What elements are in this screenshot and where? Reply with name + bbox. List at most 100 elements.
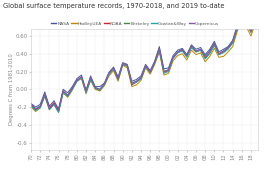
NASA bbox=[48, 105, 51, 107]
HadleyUEA bbox=[89, 79, 92, 81]
Copernicus bbox=[121, 62, 124, 65]
NOAA bbox=[167, 70, 170, 72]
Line: Cowtan&Way: Cowtan&Way bbox=[31, 15, 256, 112]
NASA bbox=[135, 78, 138, 81]
Berkeley bbox=[148, 71, 152, 73]
HadleyUEA bbox=[34, 110, 37, 113]
Berkeley bbox=[107, 72, 110, 74]
Berkeley bbox=[62, 90, 65, 92]
NASA bbox=[162, 68, 166, 70]
NOAA bbox=[94, 87, 97, 89]
NASA bbox=[227, 46, 230, 48]
Berkeley bbox=[71, 87, 74, 89]
Copernicus bbox=[227, 46, 230, 49]
Cowtan&Way bbox=[48, 109, 51, 111]
NOAA bbox=[98, 89, 102, 91]
NOAA bbox=[89, 78, 92, 80]
HadleyUEA bbox=[167, 72, 170, 74]
Line: Berkeley: Berkeley bbox=[31, 15, 256, 111]
Berkeley bbox=[245, 21, 248, 23]
Cowtan&Way bbox=[171, 57, 175, 59]
Cowtan&Way bbox=[208, 53, 211, 55]
Copernicus bbox=[62, 90, 65, 92]
Cowtan&Way bbox=[80, 77, 83, 79]
Copernicus bbox=[107, 72, 110, 74]
HadleyUEA bbox=[139, 79, 143, 81]
Berkeley bbox=[171, 56, 175, 58]
Copernicus bbox=[85, 90, 88, 92]
NOAA bbox=[62, 90, 65, 92]
Berkeley bbox=[130, 82, 133, 84]
Berkeley bbox=[66, 94, 69, 97]
NASA bbox=[190, 44, 193, 46]
HadleyUEA bbox=[158, 51, 161, 53]
NOAA bbox=[66, 94, 69, 97]
NOAA bbox=[249, 31, 253, 33]
Cowtan&Way bbox=[162, 72, 166, 74]
Cowtan&Way bbox=[94, 87, 97, 89]
NOAA bbox=[57, 110, 60, 112]
NASA bbox=[217, 51, 221, 53]
Cowtan&Way bbox=[62, 92, 65, 94]
HadleyUEA bbox=[75, 80, 79, 82]
Copernicus bbox=[208, 50, 211, 52]
HadleyUEA bbox=[199, 52, 202, 54]
Cowtan&Way bbox=[194, 51, 198, 53]
HadleyUEA bbox=[190, 49, 193, 51]
Cowtan&Way bbox=[217, 54, 221, 56]
NOAA bbox=[194, 51, 198, 53]
Berkeley bbox=[126, 64, 129, 66]
NASA bbox=[158, 46, 161, 48]
Copernicus bbox=[48, 108, 51, 110]
HadleyUEA bbox=[107, 75, 110, 77]
Berkeley bbox=[167, 69, 170, 71]
NASA bbox=[94, 86, 97, 88]
Cowtan&Way bbox=[71, 88, 74, 90]
HadleyUEA bbox=[245, 26, 248, 28]
Copernicus bbox=[249, 30, 253, 33]
Cowtan&Way bbox=[57, 111, 60, 113]
HadleyUEA bbox=[48, 109, 51, 111]
Copernicus bbox=[222, 50, 225, 52]
NOAA bbox=[181, 49, 184, 51]
NOAA bbox=[236, 28, 239, 30]
Cowtan&Way bbox=[135, 81, 138, 83]
NOAA bbox=[43, 94, 46, 96]
NASA bbox=[204, 54, 207, 56]
Copernicus bbox=[130, 82, 133, 84]
Cowtan&Way bbox=[112, 68, 115, 70]
Legend: NASA, HadleyUEA, NOAA, Berkeley, Cowtan&Way, Copernicus: NASA, HadleyUEA, NOAA, Berkeley, Cowtan&… bbox=[49, 20, 221, 28]
Cowtan&Way bbox=[75, 80, 79, 82]
NASA bbox=[71, 86, 74, 88]
NOAA bbox=[240, 14, 244, 17]
HadleyUEA bbox=[181, 53, 184, 55]
Cowtan&Way bbox=[34, 110, 37, 112]
Berkeley bbox=[181, 48, 184, 50]
HadleyUEA bbox=[171, 60, 175, 62]
HadleyUEA bbox=[116, 80, 120, 82]
HadleyUEA bbox=[43, 95, 46, 97]
Berkeley bbox=[39, 105, 42, 107]
NOAA bbox=[29, 104, 33, 106]
HadleyUEA bbox=[236, 30, 239, 33]
NASA bbox=[144, 63, 147, 65]
Cowtan&Way bbox=[103, 84, 106, 86]
NOAA bbox=[71, 87, 74, 89]
HadleyUEA bbox=[185, 59, 188, 61]
Cowtan&Way bbox=[176, 52, 179, 54]
Copernicus bbox=[148, 71, 152, 73]
NOAA bbox=[130, 84, 133, 86]
Copernicus bbox=[75, 79, 79, 81]
HadleyUEA bbox=[240, 17, 244, 19]
Berkeley bbox=[194, 50, 198, 52]
NOAA bbox=[213, 44, 216, 46]
Berkeley bbox=[217, 53, 221, 55]
NOAA bbox=[121, 63, 124, 65]
Berkeley bbox=[204, 55, 207, 57]
NASA bbox=[112, 66, 115, 68]
Cowtan&Way bbox=[167, 70, 170, 73]
NOAA bbox=[227, 47, 230, 49]
Berkeley bbox=[236, 26, 239, 28]
Copernicus bbox=[162, 70, 166, 73]
Berkeley bbox=[121, 62, 124, 65]
